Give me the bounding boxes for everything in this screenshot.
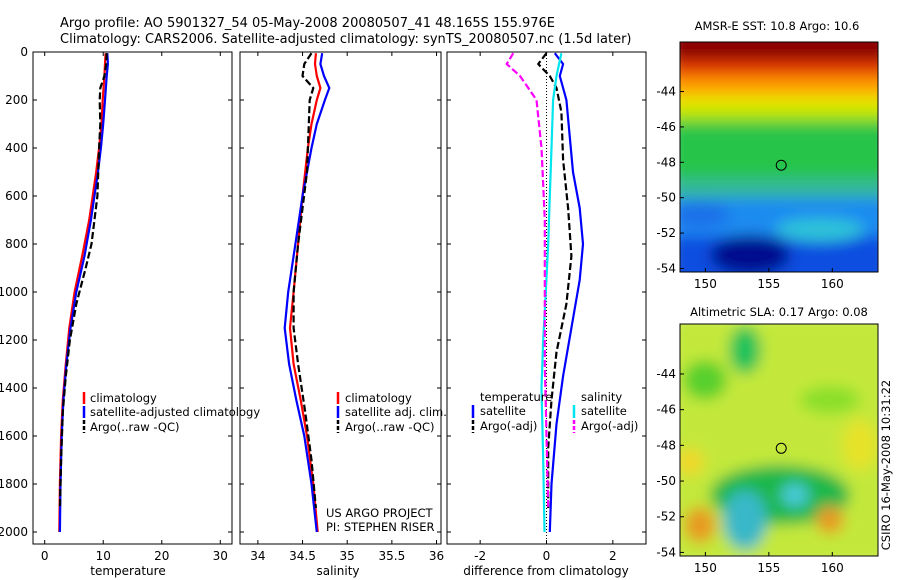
- y-tick-label: 1800: [0, 477, 28, 491]
- salinity-x-label: salinity: [316, 564, 359, 578]
- sst-map-ticks: 150 155 160 -44 -46 -48 -50 -52 -54: [656, 85, 843, 291]
- series-line-argo-raw-qc-: [58, 53, 108, 509]
- sst-map-frame: [679, 41, 879, 273]
- sla-heatmap: [680, 324, 878, 556]
- legend-label-sal-argo: Argo(-adj): [581, 419, 638, 433]
- figure-title-line-2: Climatology: CARS2006. Satellite-adjuste…: [60, 32, 632, 47]
- map-y-tick-label: -54: [656, 261, 676, 275]
- temperature-series: [58, 53, 110, 533]
- sla-map-panel: Altimetric SLA: 0.17 Argo: 0.08 150 155 16…: [656, 305, 879, 575]
- series-line-temperature-argo-adj-: [537, 52, 573, 508]
- x-tick-label: 2: [609, 549, 617, 563]
- legend-label-climatology: climatology: [90, 391, 157, 405]
- map-y-tick-label: -52: [656, 510, 676, 524]
- map-y-tick-label: -44: [656, 367, 676, 381]
- timestamp-stamp: CSIRO 16-May-2008 10:31:22: [879, 380, 893, 551]
- x-tick-label: 10: [96, 549, 111, 563]
- argo-float-marker: [775, 442, 787, 454]
- difference-series: [505, 52, 585, 533]
- map-x-tick-label: 150: [694, 561, 717, 575]
- difference-x-label: difference from climatology: [463, 564, 629, 578]
- y-tick-label: 1400: [0, 381, 28, 395]
- map-y-tick-label: -50: [656, 191, 676, 205]
- map-x-tick-label: 160: [821, 277, 844, 291]
- legend-label-argo: Argo(..raw -QC): [90, 420, 180, 434]
- legend-title-salinity: salinity: [581, 390, 622, 404]
- series-line-salinity-argo-adj-: [505, 52, 550, 509]
- series-line-climatology: [58, 53, 107, 533]
- salinity-legend: climatology satellite adj. clim. Argo(..…: [336, 391, 447, 434]
- map-x-tick-label: 155: [757, 561, 780, 575]
- y-tick-label: 2000: [0, 525, 28, 539]
- temperature-ticks: 0 10 20 30 0 200 400 600 800 1000 1200 1400 1600 1800…: [0, 45, 232, 563]
- sla-map-frame: [679, 323, 879, 557]
- figure-title-line-1: Argo profile: AO 5901327_54 05-May-2008 …: [60, 16, 555, 31]
- difference-panel: -2 0 2 difference from climatology tempera…: [446, 51, 647, 578]
- sst-map-panel: AMSR-E SST: 10.8 Argo: 10.6 150 155 160 -44…: [656, 19, 879, 291]
- legend-label-satellite: satellite adj. clim.: [345, 405, 447, 419]
- sst-map-title: AMSR-E SST: 10.8 Argo: 10.6: [695, 19, 860, 33]
- y-tick-label: 600: [5, 189, 28, 203]
- x-tick-label: 34: [250, 549, 265, 563]
- x-tick-label: -2: [474, 549, 486, 563]
- temperature-panel: 0 10 20 30 0 200 400 600 800 1000 1200 1400 1600 1800…: [0, 45, 260, 578]
- x-tick-label: 0: [543, 549, 551, 563]
- map-y-tick-label: -50: [656, 474, 676, 488]
- salinity-panel: 34 34.5 35 35.5 36 salinity climatology sate…: [239, 51, 447, 578]
- y-tick-label: 0: [20, 45, 28, 59]
- sla-map-title: Altimetric SLA: 0.17 Argo: 0.08: [690, 305, 868, 319]
- legend-label-argo: Argo(..raw -QC): [345, 420, 435, 434]
- legend-label-satellite: satellite-adjusted climatology: [90, 405, 260, 419]
- legend-label-sal-satellite: satellite: [581, 404, 627, 418]
- map-y-tick-label: -52: [656, 226, 676, 240]
- temperature-x-label: temperature: [90, 564, 165, 578]
- legend-label-temp-argo: Argo(-adj): [480, 419, 537, 433]
- x-tick-label: 35: [340, 549, 355, 563]
- y-tick-label: 1000: [0, 285, 28, 299]
- y-tick-label: 1600: [0, 429, 28, 443]
- y-tick-label: 1200: [0, 333, 28, 347]
- map-y-tick-label: -48: [656, 438, 676, 452]
- salinity-axes-box: [239, 51, 442, 545]
- project-credit: US ARGO PROJECT: [326, 506, 434, 520]
- x-tick-label: 35.5: [379, 549, 406, 563]
- map-x-tick-label: 155: [757, 277, 780, 291]
- map-x-tick-label: 160: [821, 561, 844, 575]
- map-y-tick-label: -48: [656, 155, 676, 169]
- x-tick-label: 0: [41, 549, 49, 563]
- x-tick-label: 20: [154, 549, 169, 563]
- temperature-legend: climatology satellite-adjusted climatolo…: [82, 391, 260, 434]
- series-line-satellite-adj-clim-: [283, 53, 331, 533]
- map-y-tick-label: -54: [656, 545, 676, 559]
- series-line-satellite-adjusted-climatology: [58, 53, 110, 533]
- series-line-temperature-satellite: [548, 52, 585, 533]
- map-y-tick-label: -46: [656, 120, 676, 134]
- x-tick-label: 36: [429, 549, 444, 563]
- argo-float-marker: [775, 159, 787, 171]
- sst-heatmap: [680, 42, 878, 272]
- difference-legend: temperature satellite Argo(-adj) salinit…: [471, 390, 638, 433]
- legend-label-climatology: climatology: [345, 391, 412, 405]
- x-tick-label: 34.5: [289, 549, 316, 563]
- legend-label-temp-satellite: satellite: [480, 404, 526, 418]
- map-x-tick-label: 150: [694, 277, 717, 291]
- salinity-ticks: 34 34.5 35 35.5 36: [240, 51, 444, 563]
- y-tick-label: 400: [5, 141, 28, 155]
- series-line-argo-raw-qc-: [292, 52, 317, 509]
- legend-title-temperature: temperature: [480, 390, 552, 404]
- map-y-tick-label: -46: [656, 403, 676, 417]
- salinity-series: [283, 52, 331, 533]
- pi-credit: PI: STEPHEN RISER: [326, 520, 435, 534]
- sla-map-ticks: 150 155 160 -44 -46 -48 -50 -52 -54: [656, 367, 843, 575]
- x-tick-label: 30: [213, 549, 228, 563]
- y-tick-label: 800: [5, 237, 28, 251]
- map-y-tick-label: -44: [656, 85, 676, 99]
- series-line-salinity-satellite: [540, 52, 563, 533]
- y-tick-label: 200: [5, 93, 28, 107]
- temperature-axes-box: [32, 51, 233, 545]
